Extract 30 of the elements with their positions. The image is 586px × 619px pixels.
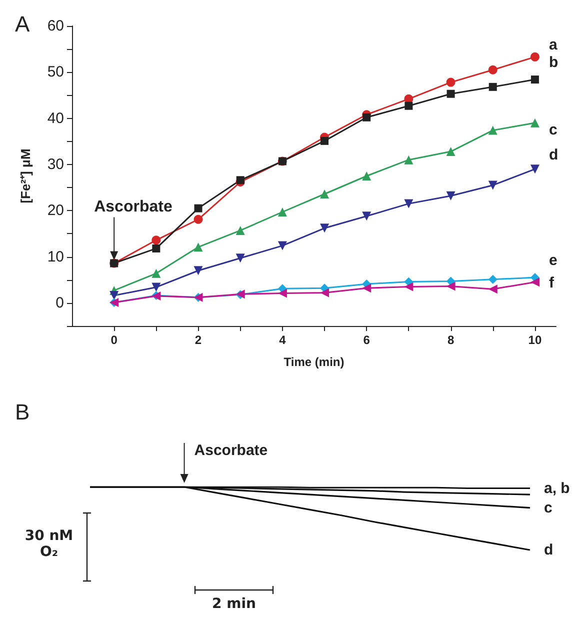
- y-tick-label: 0: [56, 294, 64, 312]
- series-label: a: [548, 36, 558, 54]
- y-tick-label: 20: [47, 202, 64, 220]
- y-tick-label: 40: [47, 110, 64, 127]
- text: 30 nM O₂: [24, 528, 74, 560]
- series-label: b: [548, 54, 558, 72]
- series-label: d: [548, 146, 558, 164]
- y-tick-label: 30: [47, 156, 64, 173]
- y-tick-label: 60: [47, 18, 64, 34]
- y-tick-label: 50: [47, 64, 64, 81]
- y-tick-label: 10: [47, 248, 64, 266]
- series-label: a, b: [544, 480, 570, 497]
- annotation: Ascorbate: [94, 198, 172, 216]
- series-label: c: [548, 121, 558, 138]
- x-tick-label: 6: [363, 333, 370, 347]
- annotation: Ascorbate: [194, 442, 268, 459]
- x-tick-label: 4: [279, 333, 286, 347]
- x-tick-label: 8: [447, 333, 454, 347]
- series-label: c: [544, 499, 552, 516]
- x-tick-label: 10: [528, 333, 542, 347]
- series-label: d: [544, 542, 554, 558]
- chart-title: B: [15, 400, 30, 424]
- x-axis-title: Time (min): [284, 355, 344, 369]
- chart-title: A: [15, 12, 30, 36]
- text: 2 min: [211, 596, 257, 612]
- y-axis-title: [Fe²⁺] μM: [18, 148, 33, 204]
- series-label: f: [548, 274, 555, 292]
- x-tick-label: 0: [110, 333, 118, 347]
- x-tick-label: 2: [194, 333, 202, 347]
- series-label: e: [548, 252, 558, 270]
